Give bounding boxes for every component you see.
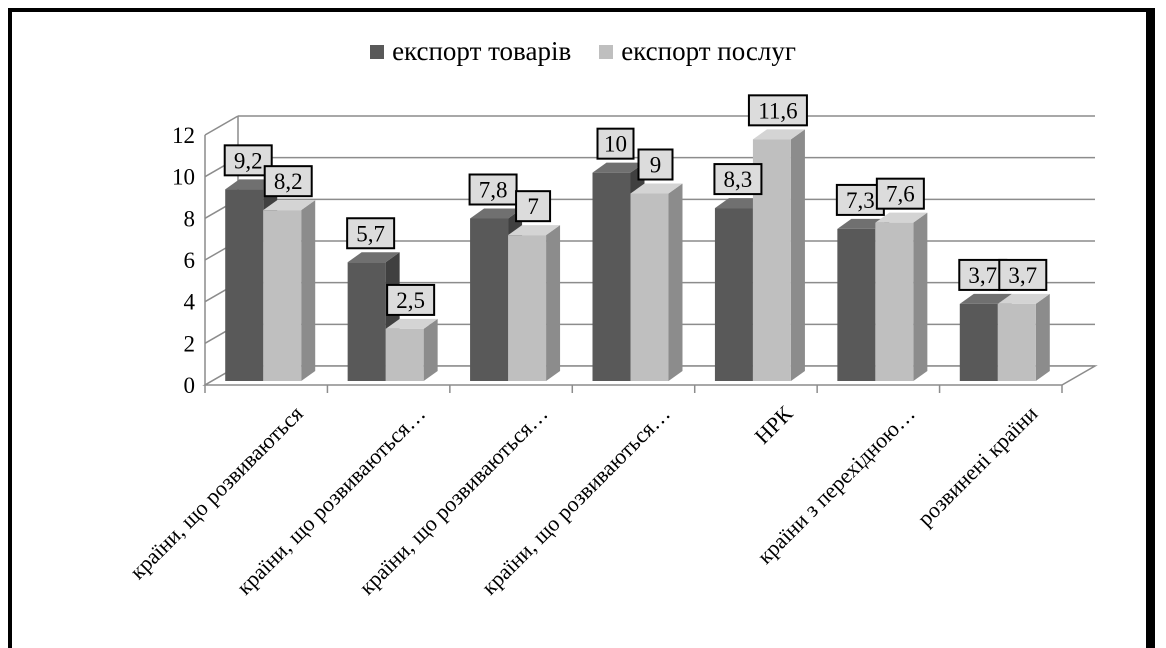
bar-services-top bbox=[752, 129, 805, 140]
bar-goods-top bbox=[347, 252, 400, 263]
bar-goods bbox=[959, 303, 998, 381]
bar-services-side bbox=[301, 200, 316, 381]
bar-services bbox=[997, 303, 1036, 381]
data-label-services: 7 bbox=[527, 194, 539, 219]
x-category-label: розвинені країни bbox=[912, 401, 1042, 531]
bar-goods-top bbox=[959, 293, 1012, 304]
y-tick-label: 0 bbox=[184, 373, 196, 398]
bar-goods bbox=[837, 228, 876, 381]
bar-services-top bbox=[263, 200, 316, 211]
bar-services bbox=[875, 222, 914, 381]
bar-services-top bbox=[630, 183, 683, 194]
data-label-goods: 3,7 bbox=[968, 263, 997, 288]
data-label-goods-box bbox=[346, 217, 396, 250]
data-label-services: 9 bbox=[650, 153, 662, 178]
data-label-services-box bbox=[386, 283, 436, 316]
gridline-side bbox=[204, 115, 239, 136]
y-tick-label: 6 bbox=[184, 248, 196, 273]
x-category-label: НРК bbox=[750, 401, 798, 449]
bar-services-top bbox=[385, 318, 438, 329]
y-tick-label: 4 bbox=[184, 290, 196, 315]
data-label-services: 3,7 bbox=[1008, 263, 1037, 288]
data-label-goods: 7,8 bbox=[479, 178, 508, 203]
data-label-services: 8,2 bbox=[274, 169, 303, 194]
data-label-goods: 10 bbox=[604, 132, 627, 157]
legend-item-services: експорт послуг bbox=[599, 36, 796, 67]
bar-goods bbox=[470, 218, 509, 381]
legend-swatch-goods bbox=[370, 44, 385, 59]
bar-services-side bbox=[668, 183, 683, 381]
data-label-goods: 7,3 bbox=[846, 188, 875, 213]
bar-goods bbox=[714, 208, 753, 381]
data-label-goods: 8,3 bbox=[724, 167, 753, 192]
bar-goods bbox=[225, 189, 264, 381]
bar-goods-top bbox=[592, 162, 645, 173]
legend-label-services: експорт послуг bbox=[621, 36, 796, 66]
bar-services-side bbox=[1035, 293, 1050, 381]
legend-swatch-services bbox=[599, 44, 614, 59]
data-label-goods-box bbox=[468, 173, 518, 206]
bar-goods bbox=[347, 262, 386, 381]
data-label-goods: 9,2 bbox=[234, 148, 263, 173]
bar-goods-top bbox=[470, 208, 523, 219]
bar-services-top bbox=[508, 225, 561, 236]
bar-goods bbox=[592, 172, 631, 381]
bar-services bbox=[263, 210, 302, 381]
data-label-goods-box bbox=[596, 127, 635, 160]
y-tick-label: 8 bbox=[184, 206, 196, 231]
chart-legend: експорт товарів експорт послуг bbox=[0, 36, 1166, 67]
bar-services bbox=[630, 193, 669, 381]
bar-services-side bbox=[913, 212, 928, 381]
bar-services bbox=[385, 328, 424, 381]
data-label-services-box bbox=[747, 94, 808, 127]
data-label-services-box bbox=[263, 165, 313, 198]
bar-services bbox=[508, 235, 547, 381]
data-label-services: 7,6 bbox=[886, 182, 915, 207]
legend-label-goods: експорт товарів bbox=[392, 36, 572, 66]
data-label-services-box bbox=[875, 177, 925, 210]
y-tick-label: 12 bbox=[172, 123, 195, 148]
bar-services-top bbox=[997, 293, 1050, 304]
y-tick-label: 10 bbox=[172, 165, 195, 190]
data-label-services-box bbox=[637, 148, 674, 181]
data-label-services: 2,5 bbox=[396, 288, 425, 313]
chart-frame bbox=[8, 8, 1150, 648]
data-label-goods-box bbox=[713, 163, 763, 196]
data-label-services-box bbox=[515, 190, 552, 223]
data-label-services: 11,6 bbox=[758, 98, 797, 123]
bar-services-top bbox=[875, 212, 928, 223]
bar-services-side bbox=[790, 129, 805, 381]
data-label-services-box bbox=[998, 258, 1048, 291]
bar-services-side bbox=[423, 318, 438, 381]
y-tick-label: 2 bbox=[184, 331, 196, 356]
bar-services-side bbox=[546, 225, 561, 381]
data-label-goods: 5,7 bbox=[356, 221, 385, 246]
legend-item-goods: експорт товарів bbox=[370, 36, 571, 67]
